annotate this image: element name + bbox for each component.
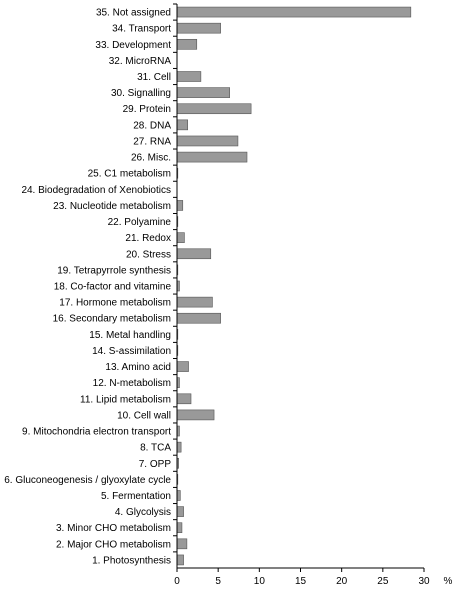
category-label: 8. TCA xyxy=(140,443,171,454)
bar xyxy=(176,296,213,308)
category-label: 26. Misc. xyxy=(131,153,171,164)
category-label: 32. MicroRNA xyxy=(109,56,172,67)
bar xyxy=(176,554,184,566)
category-label: 31. Cell xyxy=(137,72,171,83)
bars-layer xyxy=(176,6,412,566)
bar xyxy=(176,119,189,131)
x-axis-ticks: 0 5 10 15 20 25 30 xyxy=(173,3,430,587)
category-label: 16. Secondary metabolism xyxy=(53,314,171,325)
category-label: 35. Not assigned xyxy=(96,8,171,19)
bar xyxy=(176,538,188,550)
bar xyxy=(176,6,412,18)
category-label: 2. Major CHO metabolism xyxy=(56,539,171,550)
bar xyxy=(176,312,221,324)
bar xyxy=(176,71,202,82)
category-label: 10. Cell wall xyxy=(117,410,171,421)
category-label: 24. Biodegradation of Xenobiotics xyxy=(21,185,171,196)
x-axis-unit-label: % xyxy=(444,576,453,587)
category-label: 9. Mitochondria electron transport xyxy=(22,427,171,438)
category-label: 20. Stress xyxy=(126,249,171,260)
category-label: 15. Metal handling xyxy=(89,330,171,341)
category-labels: 35. Not assigned 34. Transport 33. Develop… xyxy=(4,8,171,567)
bar xyxy=(176,200,184,211)
x-tick-label: 30 xyxy=(418,576,430,587)
category-label: 1. Photosynthesis xyxy=(92,555,171,566)
category-label: 25. C1 metabolism xyxy=(88,169,171,180)
bar xyxy=(176,248,212,260)
category-label: 34. Transport xyxy=(112,24,171,35)
bar xyxy=(176,393,192,405)
category-label: 14. S-assimilation xyxy=(92,346,171,357)
category-label: 30. Signalling xyxy=(111,88,171,99)
category-label: 28. DNA xyxy=(133,120,171,131)
category-label: 18. Co-factor and vitamine xyxy=(54,282,172,293)
bar xyxy=(176,38,198,50)
category-label: 33. Development xyxy=(95,40,171,51)
bar xyxy=(176,87,230,98)
bar xyxy=(176,232,185,243)
bar xyxy=(176,409,215,421)
bar xyxy=(176,361,189,372)
category-label: 21. Redox xyxy=(125,233,171,244)
bar xyxy=(176,135,239,147)
category-label: 7. OPP xyxy=(139,459,172,470)
category-label: 23. Nucleotide metabolism xyxy=(53,201,171,212)
bar xyxy=(176,151,248,163)
category-label: 6. Gluconeogenesis / glyoxylate cycle xyxy=(4,475,171,486)
x-tick-label: 0 xyxy=(174,576,180,587)
category-label: 19. Tetrapyrrole synthesis xyxy=(57,265,171,276)
x-tick-label: 5 xyxy=(215,576,221,587)
x-tick-label: 10 xyxy=(254,576,266,587)
category-label: 22. Polyamine xyxy=(108,217,172,228)
x-tick-label: 20 xyxy=(336,576,348,587)
category-label: 3. Minor CHO metabolism xyxy=(56,523,171,534)
category-label: 13. Amino acid xyxy=(105,362,171,373)
x-tick-label: 25 xyxy=(377,576,389,587)
category-label: 17. Hormone metabolism xyxy=(59,298,171,309)
x-tick-label: 15 xyxy=(295,576,307,587)
bar xyxy=(176,103,252,115)
category-label: 4. Glycolysis xyxy=(115,507,171,518)
bar xyxy=(176,506,184,517)
category-label: 27. RNA xyxy=(133,136,171,147)
bar xyxy=(176,441,182,453)
category-label: 12. N-metabolism xyxy=(93,378,171,389)
bar xyxy=(176,22,221,34)
category-label: 5. Fermentation xyxy=(101,491,171,502)
category-label: 29. Protein xyxy=(123,104,171,115)
bar xyxy=(176,522,183,534)
category-label: 11. Lipid metabolism xyxy=(80,394,171,405)
